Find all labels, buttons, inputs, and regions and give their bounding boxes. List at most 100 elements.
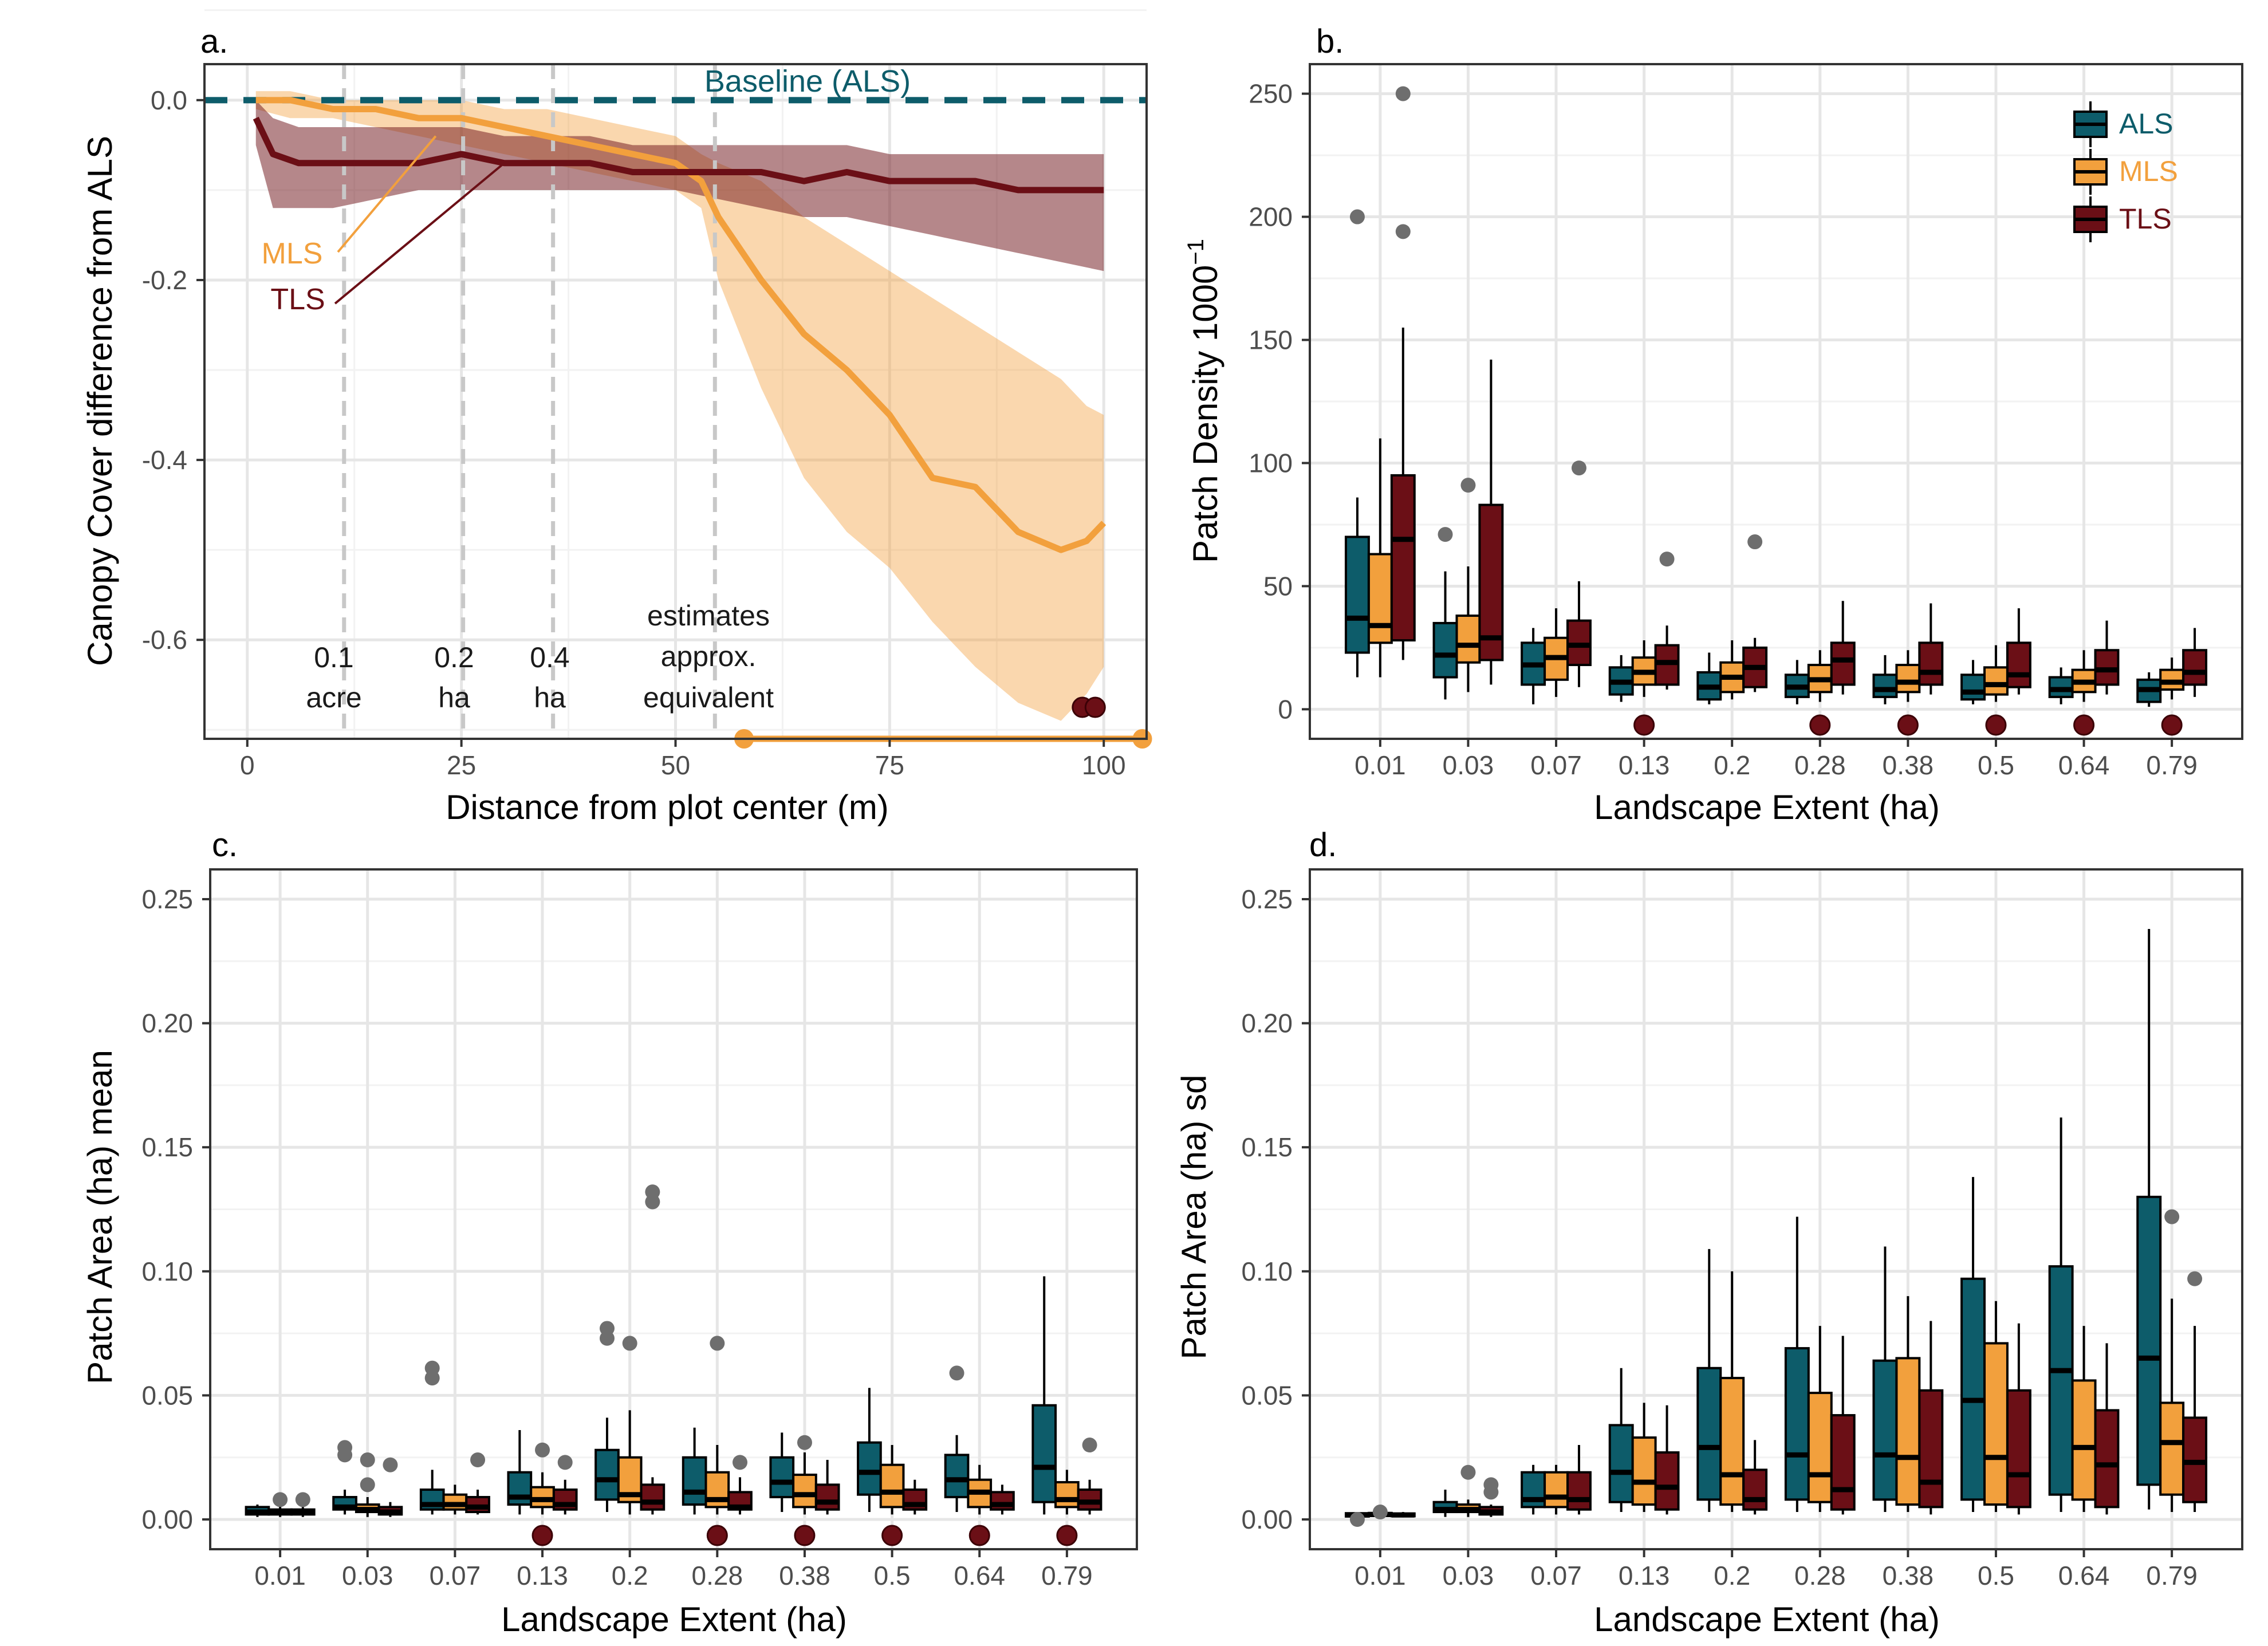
panel-d-xlabel: Landscape Extent (ha) (1594, 1600, 1940, 1639)
vline-0.2-label-top: 0.2 (434, 641, 474, 674)
mls-box (1631, 1436, 1657, 1506)
mls-box (879, 1463, 905, 1509)
mls-outlier (1460, 478, 1476, 493)
y-tick-label: 0.00 (141, 1505, 193, 1534)
mls-outlier (710, 1336, 725, 1351)
tls-significance-point (968, 1525, 990, 1546)
als-box (1031, 1404, 1057, 1503)
tls-outlier (383, 1457, 398, 1472)
x-tick-label: 0.79 (2146, 1561, 2198, 1590)
als-box (1872, 674, 1898, 698)
mls-box (1455, 615, 1481, 664)
y-tick-label: 0.10 (1241, 1257, 1293, 1286)
panel-a-xlabel: Distance from plot center (m) (446, 788, 889, 826)
als-outlier (599, 1330, 615, 1346)
als-outlier (1438, 527, 1453, 542)
als-outlier (337, 1447, 353, 1463)
tls-significance-point (706, 1525, 728, 1546)
panel-d-ylabel: Patch Area (ha) sd (1175, 1075, 1213, 1360)
panel-b-frame (1309, 63, 2243, 740)
als-box (2136, 1195, 2162, 1486)
y-tick-label: -0.6 (142, 625, 187, 655)
als-box (1432, 621, 1458, 679)
x-tick-label: 50 (661, 750, 690, 780)
tls-box (1566, 1471, 1592, 1511)
panel-c-xlabel: Landscape Extent (ha) (501, 1600, 847, 1639)
legend-label-als: ALS (2119, 108, 2174, 140)
panel-b-xlabel: Landscape Extent (ha) (1594, 788, 1940, 826)
mls-box (1054, 1481, 1080, 1509)
als-box (1608, 1424, 1634, 1503)
als-outlier (424, 1371, 440, 1386)
mls-box (1983, 1342, 2009, 1506)
y-tick-label: 0.15 (1241, 1132, 1293, 1162)
panel-a-ylabel: Canopy Cover difference from ALS (81, 136, 119, 666)
tls-box (1478, 503, 1504, 661)
panel-c-plot-area (202, 868, 1138, 1557)
y-tick-label: 0.0 (151, 85, 187, 115)
x-tick-label: 0.13 (1619, 750, 1670, 780)
vline-0.1-label-top: 0.1 (314, 641, 354, 674)
mls-box (2071, 1379, 2097, 1501)
tls-box (1830, 1414, 1856, 1511)
panel-c-ylabel: Patch Area (ha) mean (81, 1050, 119, 1384)
y-tick-label: 0.20 (141, 1009, 193, 1038)
vline-0.4-label-bottom: ha (534, 682, 566, 714)
y-tick-label: 100 (1249, 448, 1293, 478)
legend: ALS MLS TLS (2119, 108, 2178, 235)
tls-box (1390, 474, 1416, 642)
x-tick-label: 0.03 (342, 1561, 393, 1590)
x-tick-label: 0.64 (2058, 750, 2110, 780)
mls-outlier (1372, 1505, 1388, 1520)
tls-box (2006, 1389, 2031, 1509)
x-tick-label: 0.5 (1978, 750, 2014, 780)
als-box (682, 1456, 707, 1506)
tls-outlier (1483, 1484, 1499, 1500)
panel-d-frame (1309, 868, 2243, 1550)
estimates-label-2: approx. (661, 640, 757, 672)
tls-outlier (1659, 552, 1675, 567)
tls-significance-point (1897, 714, 1919, 736)
panel-b-label: b. (1316, 23, 1344, 60)
x-tick-label: 0.07 (1530, 1561, 1582, 1590)
x-tick-label: 0.28 (692, 1561, 743, 1590)
y-tick-label: 0.25 (141, 884, 193, 914)
y-tick-label: 0.20 (1241, 1009, 1293, 1038)
panel-a-label: a. (200, 23, 228, 60)
tls-outlier (1571, 460, 1586, 476)
y-tick-label: -0.2 (142, 265, 187, 295)
mls-box (1544, 1471, 1569, 1509)
mls-outlier (622, 1336, 637, 1351)
als-box (769, 1456, 795, 1499)
x-tick-label: 0.03 (1443, 750, 1494, 780)
x-tick-label: 0.64 (954, 1561, 1005, 1590)
als-box (944, 1454, 970, 1499)
mls-box (1895, 664, 1921, 694)
tls-significance-point (2161, 714, 2183, 736)
panel-a-plot-area (196, 9, 1152, 749)
vline-0.4-label-top: 0.4 (530, 641, 570, 674)
panel-d-plot-area (1302, 868, 2243, 1557)
mls-line (255, 97, 1107, 553)
panel-d: d. Patch Area (ha) sd Landscape Extent (… (1175, 826, 2243, 1639)
panel-d-label: d. (1309, 826, 1337, 864)
mls-ribbon (255, 91, 1104, 721)
x-tick-label: 0.07 (430, 1561, 481, 1590)
tls-box (1742, 1468, 1768, 1511)
tls-box (2006, 641, 2031, 688)
panel-b-ylabel: Patch Density 1000 (1186, 265, 1224, 563)
tls-box (2182, 649, 2208, 686)
y-tick-label: 250 (1249, 79, 1293, 109)
baseline-label: Baseline (ALS) (704, 64, 911, 99)
y-tick-label: 50 (1263, 571, 1293, 601)
x-tick-label: 0.2 (612, 1561, 648, 1590)
x-tick-label: 75 (875, 750, 904, 780)
mls-outlier (2164, 1209, 2180, 1224)
x-tick-label: 0.03 (1443, 1561, 1494, 1590)
x-tick-label: 0 (240, 750, 255, 780)
tls-outlier (295, 1492, 310, 1507)
als-outlier (1349, 1512, 1365, 1527)
x-tick-label: 0.64 (2058, 1561, 2110, 1590)
vline-0.2-label-bottom: ha (438, 682, 470, 714)
